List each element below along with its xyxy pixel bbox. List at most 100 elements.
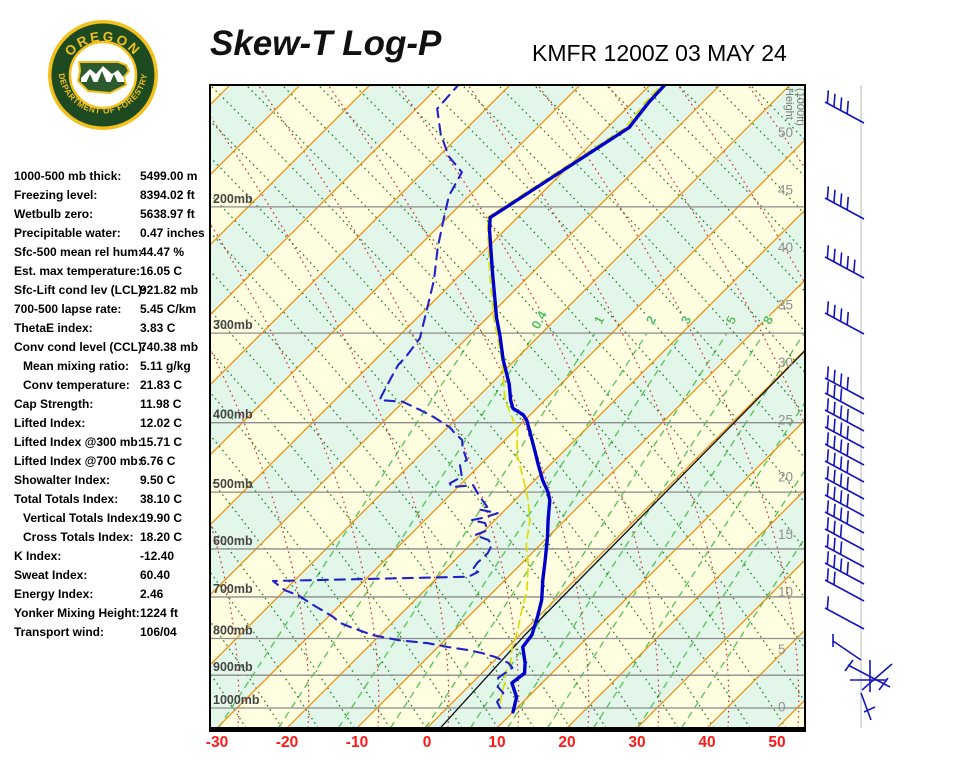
x-axis-label: 10 — [488, 734, 505, 751]
x-axis-label: -20 — [276, 734, 298, 751]
stat-label: Wetbulb zero: — [14, 207, 94, 221]
stat-value: 44.47 % — [140, 245, 185, 259]
wind-barb — [824, 398, 865, 432]
x-axis-label: 50 — [768, 734, 785, 751]
pressure-label: 900mb — [213, 660, 253, 674]
stat-label: Conv temperature: — [23, 378, 130, 392]
chart-border — [209, 84, 806, 732]
stat-value: 19.90 C — [140, 511, 183, 525]
x-axis-label: 30 — [628, 734, 645, 751]
stat-value: 5499.00 m — [140, 169, 198, 183]
wind-barb — [824, 415, 865, 449]
pressure-gridlines — [210, 206, 805, 709]
stat-label: Sfc-500 mean rel hum: — [14, 245, 143, 259]
stat-value: 16.05 C — [140, 264, 183, 278]
stat-row: Showalter Index: 9.50 C — [14, 471, 210, 490]
stat-row: Wetbulb zero: 5638.97 ft — [14, 205, 210, 224]
stat-value: 9.50 C — [140, 473, 176, 487]
wind-barb — [824, 466, 865, 500]
stat-row: Total Totals Index: 38.10 C — [14, 490, 210, 509]
pressure-label: 400mb — [213, 408, 253, 422]
station-datetime: KMFR 1200Z 03 MAY 24 — [532, 40, 787, 66]
stat-row: Transport wind: 106/04 — [14, 623, 210, 642]
wet-bulb-curve — [486, 85, 663, 704]
x-axis-label: -30 — [206, 734, 228, 751]
stat-label: 700-500 lapse rate: — [14, 302, 122, 316]
stat-row: Vertical Totals Index: 19.90 C — [14, 509, 210, 528]
wind-barb — [824, 483, 865, 517]
x-axis-label: 0 — [423, 734, 432, 751]
wind-barb — [824, 551, 865, 585]
height-label: 5 — [778, 642, 786, 657]
wind-barb — [824, 186, 865, 220]
height-label: 35 — [778, 297, 793, 312]
wind-barb-column — [824, 85, 893, 728]
height-axis-title-line2: (1000ft) — [794, 88, 806, 126]
wind-barb — [824, 432, 865, 466]
stat-label: Lifted Index: — [14, 416, 86, 430]
stat-label: Lifted Index @700 mb: — [14, 454, 142, 468]
isotherm-lines — [210, 85, 805, 728]
stat-label: Sweat Index: — [14, 568, 88, 582]
stat-value: 0.47 inches — [140, 226, 205, 240]
height-label: 30 — [778, 355, 793, 370]
pressure-labels: 200mb 300mb 400mb 500mb 600mb 700mb 800mb 900mb… — [213, 192, 260, 707]
stat-row: Freezing level: 8394.02 ft — [14, 186, 210, 205]
indices-panel: 1000-500 mb thick: 5499.00 m Freezing leve… — [14, 167, 210, 642]
x-axis-labels: -30 -20 -10 0 10 20 30 40 50 — [206, 734, 786, 751]
stat-value: 5.11 g/kg — [140, 359, 191, 373]
stat-row: Sfc-500 mean rel hum: 44.47 % — [14, 243, 210, 262]
stat-row: Yonker Mixing Height: 1224 ft — [14, 604, 210, 623]
stat-row: Sweat Index: 60.40 — [14, 566, 210, 585]
pressure-label: 300mb — [213, 318, 253, 332]
stat-label: Cross Totals Index: — [23, 530, 134, 544]
wind-barb — [824, 90, 865, 124]
wind-barb — [824, 596, 865, 630]
stat-value: 15.71 C — [140, 435, 183, 449]
stat-label: Yonker Mixing Height: — [14, 606, 140, 620]
wind-barb — [824, 568, 865, 602]
pressure-label: 700mb — [213, 582, 253, 596]
stat-value: 6.76 C — [140, 454, 176, 468]
stat-row: Lifted Index @700 mb: 6.76 C — [14, 452, 210, 471]
wind-barb — [824, 381, 865, 415]
height-axis-title-line1: Height — [783, 88, 795, 120]
wind-barb — [824, 517, 865, 551]
stat-row: Lifted Index @300 mb: 15.71 C — [14, 433, 210, 452]
stat-label: Sfc-Lift cond lev (LCL): — [14, 283, 146, 297]
stat-row: Sfc-Lift cond lev (LCL): 921.82 mb — [14, 281, 210, 300]
height-label: 40 — [778, 240, 793, 255]
plot-area: 0.4 1 2 3 5 8 — [210, 85, 805, 728]
wind-barb — [824, 500, 865, 534]
stat-label: Conv cond level (CCL): — [14, 340, 147, 354]
stat-row: 1000-500 mb thick: 5499.00 m — [14, 167, 210, 186]
stat-value: 5638.97 ft — [140, 207, 195, 221]
stat-row: K Index: -12.40 — [14, 547, 210, 566]
background-bands — [210, 85, 805, 728]
stat-value: 12.02 C — [140, 416, 183, 430]
stat-label: Freezing level: — [14, 188, 98, 202]
stat-row: Cap Strength: 11.98 C — [14, 395, 210, 414]
stat-label: Lifted Index @300 mb: — [14, 435, 142, 449]
stat-value: 21.83 C — [140, 378, 183, 392]
x-axis-label: 40 — [698, 734, 715, 751]
height-label: 0 — [778, 700, 786, 715]
stat-label: Total Totals Index: — [14, 492, 119, 506]
pressure-label: 800mb — [213, 624, 253, 638]
height-label: 15 — [778, 527, 793, 542]
height-axis-title: Height (1000ft) — [783, 88, 806, 126]
stat-label: 1000-500 mb thick: — [14, 169, 122, 183]
wind-barb — [824, 366, 865, 400]
wind-barb — [824, 301, 865, 335]
dry-adiabat-lines — [210, 85, 805, 728]
stat-label: Energy Index: — [14, 587, 94, 601]
logo-tree-2 — [97, 71, 107, 82]
height-label: 45 — [778, 182, 793, 197]
stat-value: 8394.02 ft — [140, 188, 195, 202]
wind-barb — [824, 449, 865, 483]
stat-value: 3.83 C — [140, 321, 176, 335]
height-label: 50 — [778, 125, 793, 140]
